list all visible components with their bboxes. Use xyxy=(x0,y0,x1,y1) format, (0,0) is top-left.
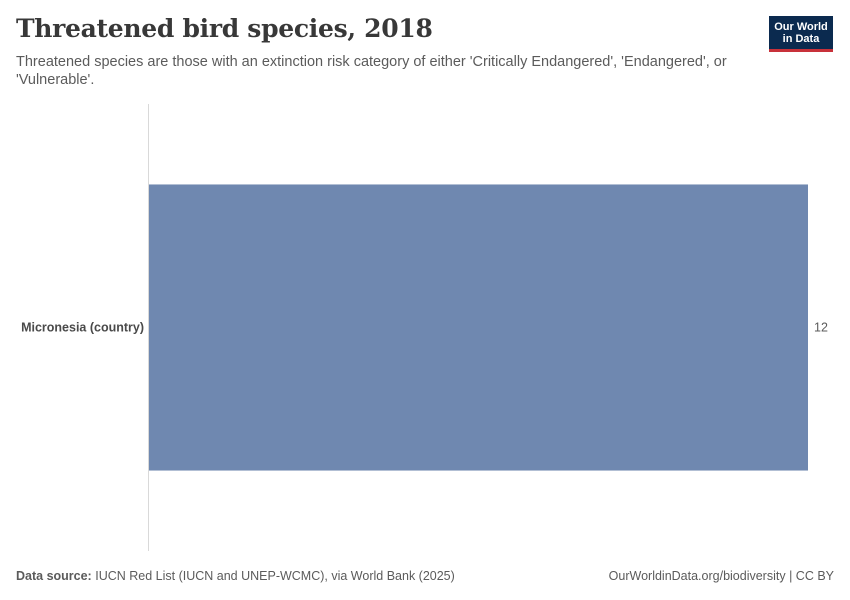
chart-title: Threatened bird species, 2018 xyxy=(16,14,433,43)
source-link[interactable]: OurWorldinData.org/biodiversity | CC BY xyxy=(608,569,834,583)
value-label: 12 xyxy=(814,321,828,335)
data-source: Data source: IUCN Red List (IUCN and UNE… xyxy=(16,569,455,583)
logo-line-1: Our World xyxy=(774,21,828,33)
data-source-text: IUCN Red List (IUCN and UNEP-WCMC), via … xyxy=(95,569,455,583)
chart-subtitle: Threatened species are those with an ext… xyxy=(16,54,727,88)
logo-line-2: in Data xyxy=(782,33,820,45)
bar[interactable] xyxy=(149,184,808,471)
owid-logo[interactable]: Our World in Data xyxy=(769,16,833,52)
category-label: Micronesia (country) xyxy=(21,321,144,335)
data-source-label: Data source: xyxy=(16,569,92,583)
